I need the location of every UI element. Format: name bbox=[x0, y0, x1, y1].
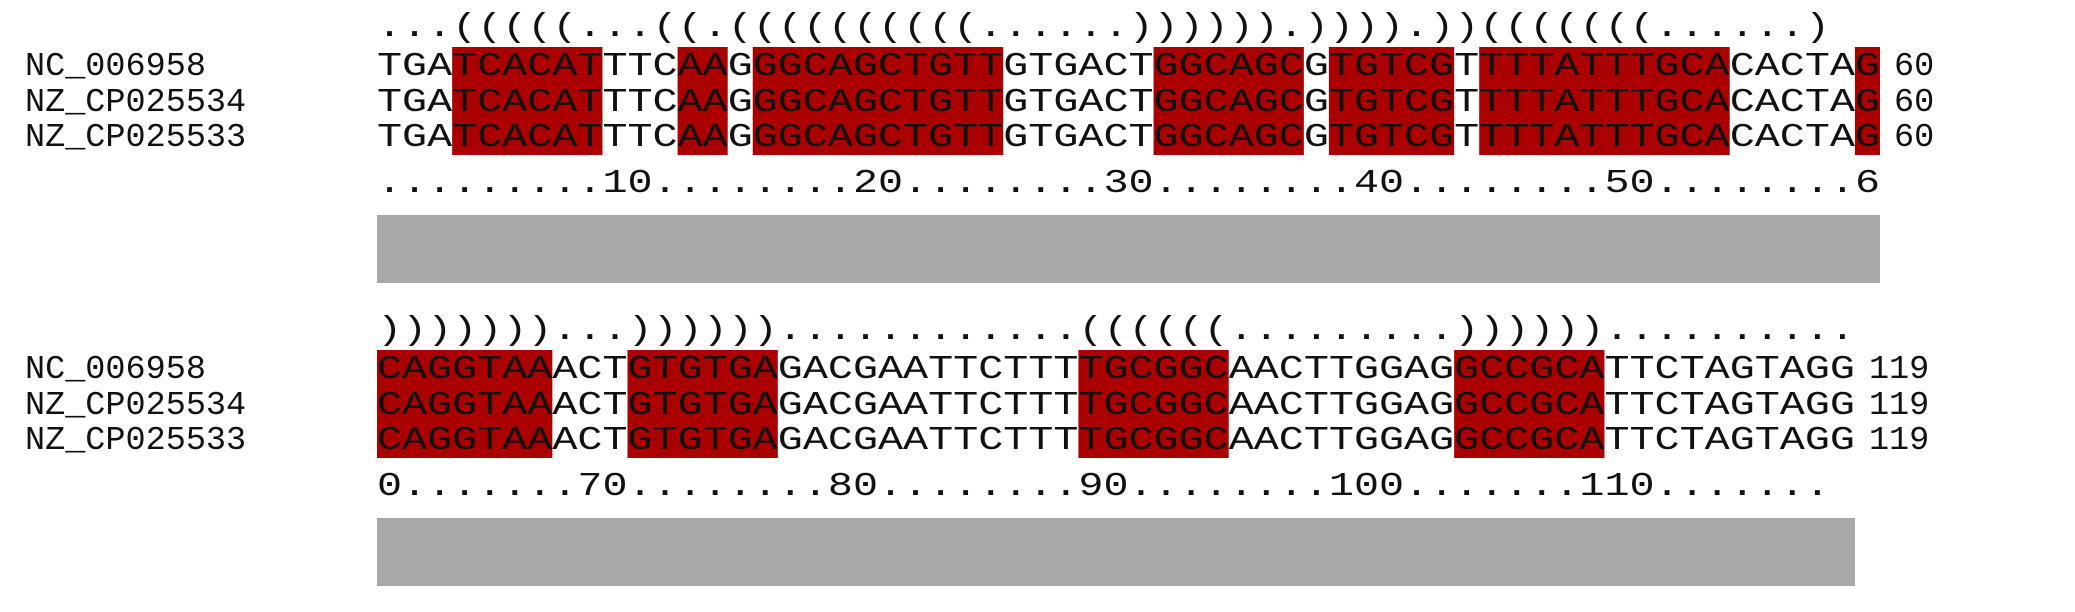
conserved-pair-highlight bbox=[752, 47, 1004, 84]
sequence-text: CAGGTAAACTGTGTGAGACGAATTCTTTTGCGGCAACTTG… bbox=[377, 387, 1855, 425]
conserved-pair-highlight bbox=[677, 47, 728, 84]
conserved-pair-highlight bbox=[1854, 47, 1880, 84]
conserved-pair-highlight bbox=[1153, 83, 1304, 120]
sequence-text: CAGGTAAACTGTGTGAGACGAATTCTTTTGCGGCAACTTG… bbox=[377, 422, 1855, 460]
sequence-end-position: 60 bbox=[1894, 48, 1934, 86]
conserved-pair-highlight bbox=[1454, 386, 1605, 423]
conserved-pair-highlight bbox=[452, 47, 603, 84]
sequence-end-position: 119 bbox=[1869, 387, 1929, 425]
conserved-pair-highlight bbox=[1078, 421, 1229, 458]
sequence-text: TGATCACATTTCAAGGGCAGCTGTTGTGACTGGCAGCGTG… bbox=[377, 84, 1880, 122]
conserved-pair-highlight bbox=[627, 386, 778, 423]
conserved-pair-highlight bbox=[1479, 83, 1730, 120]
conserved-pair-highlight bbox=[377, 421, 553, 458]
conserved-pair-highlight bbox=[677, 83, 728, 120]
conserved-pair-highlight bbox=[1328, 83, 1455, 120]
position-ruler: 0.......70........80........90........10… bbox=[377, 468, 1830, 506]
conserved-pair-highlight bbox=[1328, 118, 1455, 155]
conserved-pair-highlight bbox=[1454, 421, 1605, 458]
sequence-name: NC_006958 bbox=[25, 351, 206, 389]
sequence-text: TGATCACATTTCAAGGGCAGCTGTTGTGACTGGCAGCGTG… bbox=[377, 48, 1880, 86]
conserved-pair-highlight bbox=[752, 118, 1004, 155]
conserved-pair-highlight bbox=[1479, 118, 1730, 155]
sequence-text: TGATCACATTTCAAGGGCAGCTGTTGTGACTGGCAGCGTG… bbox=[377, 119, 1880, 157]
position-ruler: .........10........20........30........4… bbox=[377, 165, 1880, 203]
conserved-pair-highlight bbox=[452, 83, 603, 120]
sequence-name: NZ_CP025534 bbox=[25, 84, 246, 122]
conserved-pair-highlight bbox=[677, 118, 728, 155]
conservation-bar bbox=[377, 215, 1880, 283]
conserved-pair-highlight bbox=[377, 350, 553, 387]
sequence-name: NC_006958 bbox=[25, 48, 206, 86]
conserved-pair-highlight bbox=[1078, 350, 1229, 387]
sequence-end-position: 60 bbox=[1894, 84, 1934, 122]
conserved-pair-highlight bbox=[377, 386, 553, 423]
structure-line: )))))))...))))))............((((((......… bbox=[377, 312, 1855, 350]
sequence-name: NZ_CP025534 bbox=[25, 387, 246, 425]
conserved-pair-highlight bbox=[1153, 118, 1304, 155]
sequence-end-position: 60 bbox=[1894, 119, 1934, 157]
conserved-pair-highlight bbox=[1328, 47, 1455, 84]
sequence-name: NZ_CP025533 bbox=[25, 422, 246, 460]
conservation-bar bbox=[377, 518, 1855, 586]
sequence-name: NZ_CP025533 bbox=[25, 119, 246, 157]
structure-line: ...(((((...((.((((((((((......)))))).)))… bbox=[377, 9, 1830, 47]
conserved-pair-highlight bbox=[1454, 350, 1605, 387]
sequence-end-position: 119 bbox=[1869, 351, 1929, 389]
conserved-pair-highlight bbox=[1854, 83, 1880, 120]
sequence-end-position: 119 bbox=[1869, 422, 1929, 460]
sequence-text: CAGGTAAACTGTGTGAGACGAATTCTTTTGCGGCAACTTG… bbox=[377, 351, 1855, 389]
conserved-pair-highlight bbox=[1153, 47, 1304, 84]
conserved-pair-highlight bbox=[627, 421, 778, 458]
conserved-pair-highlight bbox=[1854, 118, 1880, 155]
conserved-pair-highlight bbox=[1479, 47, 1730, 84]
conserved-pair-highlight bbox=[452, 118, 603, 155]
conserved-pair-highlight bbox=[752, 83, 1004, 120]
conserved-pair-highlight bbox=[1078, 386, 1229, 423]
conserved-pair-highlight bbox=[627, 350, 778, 387]
